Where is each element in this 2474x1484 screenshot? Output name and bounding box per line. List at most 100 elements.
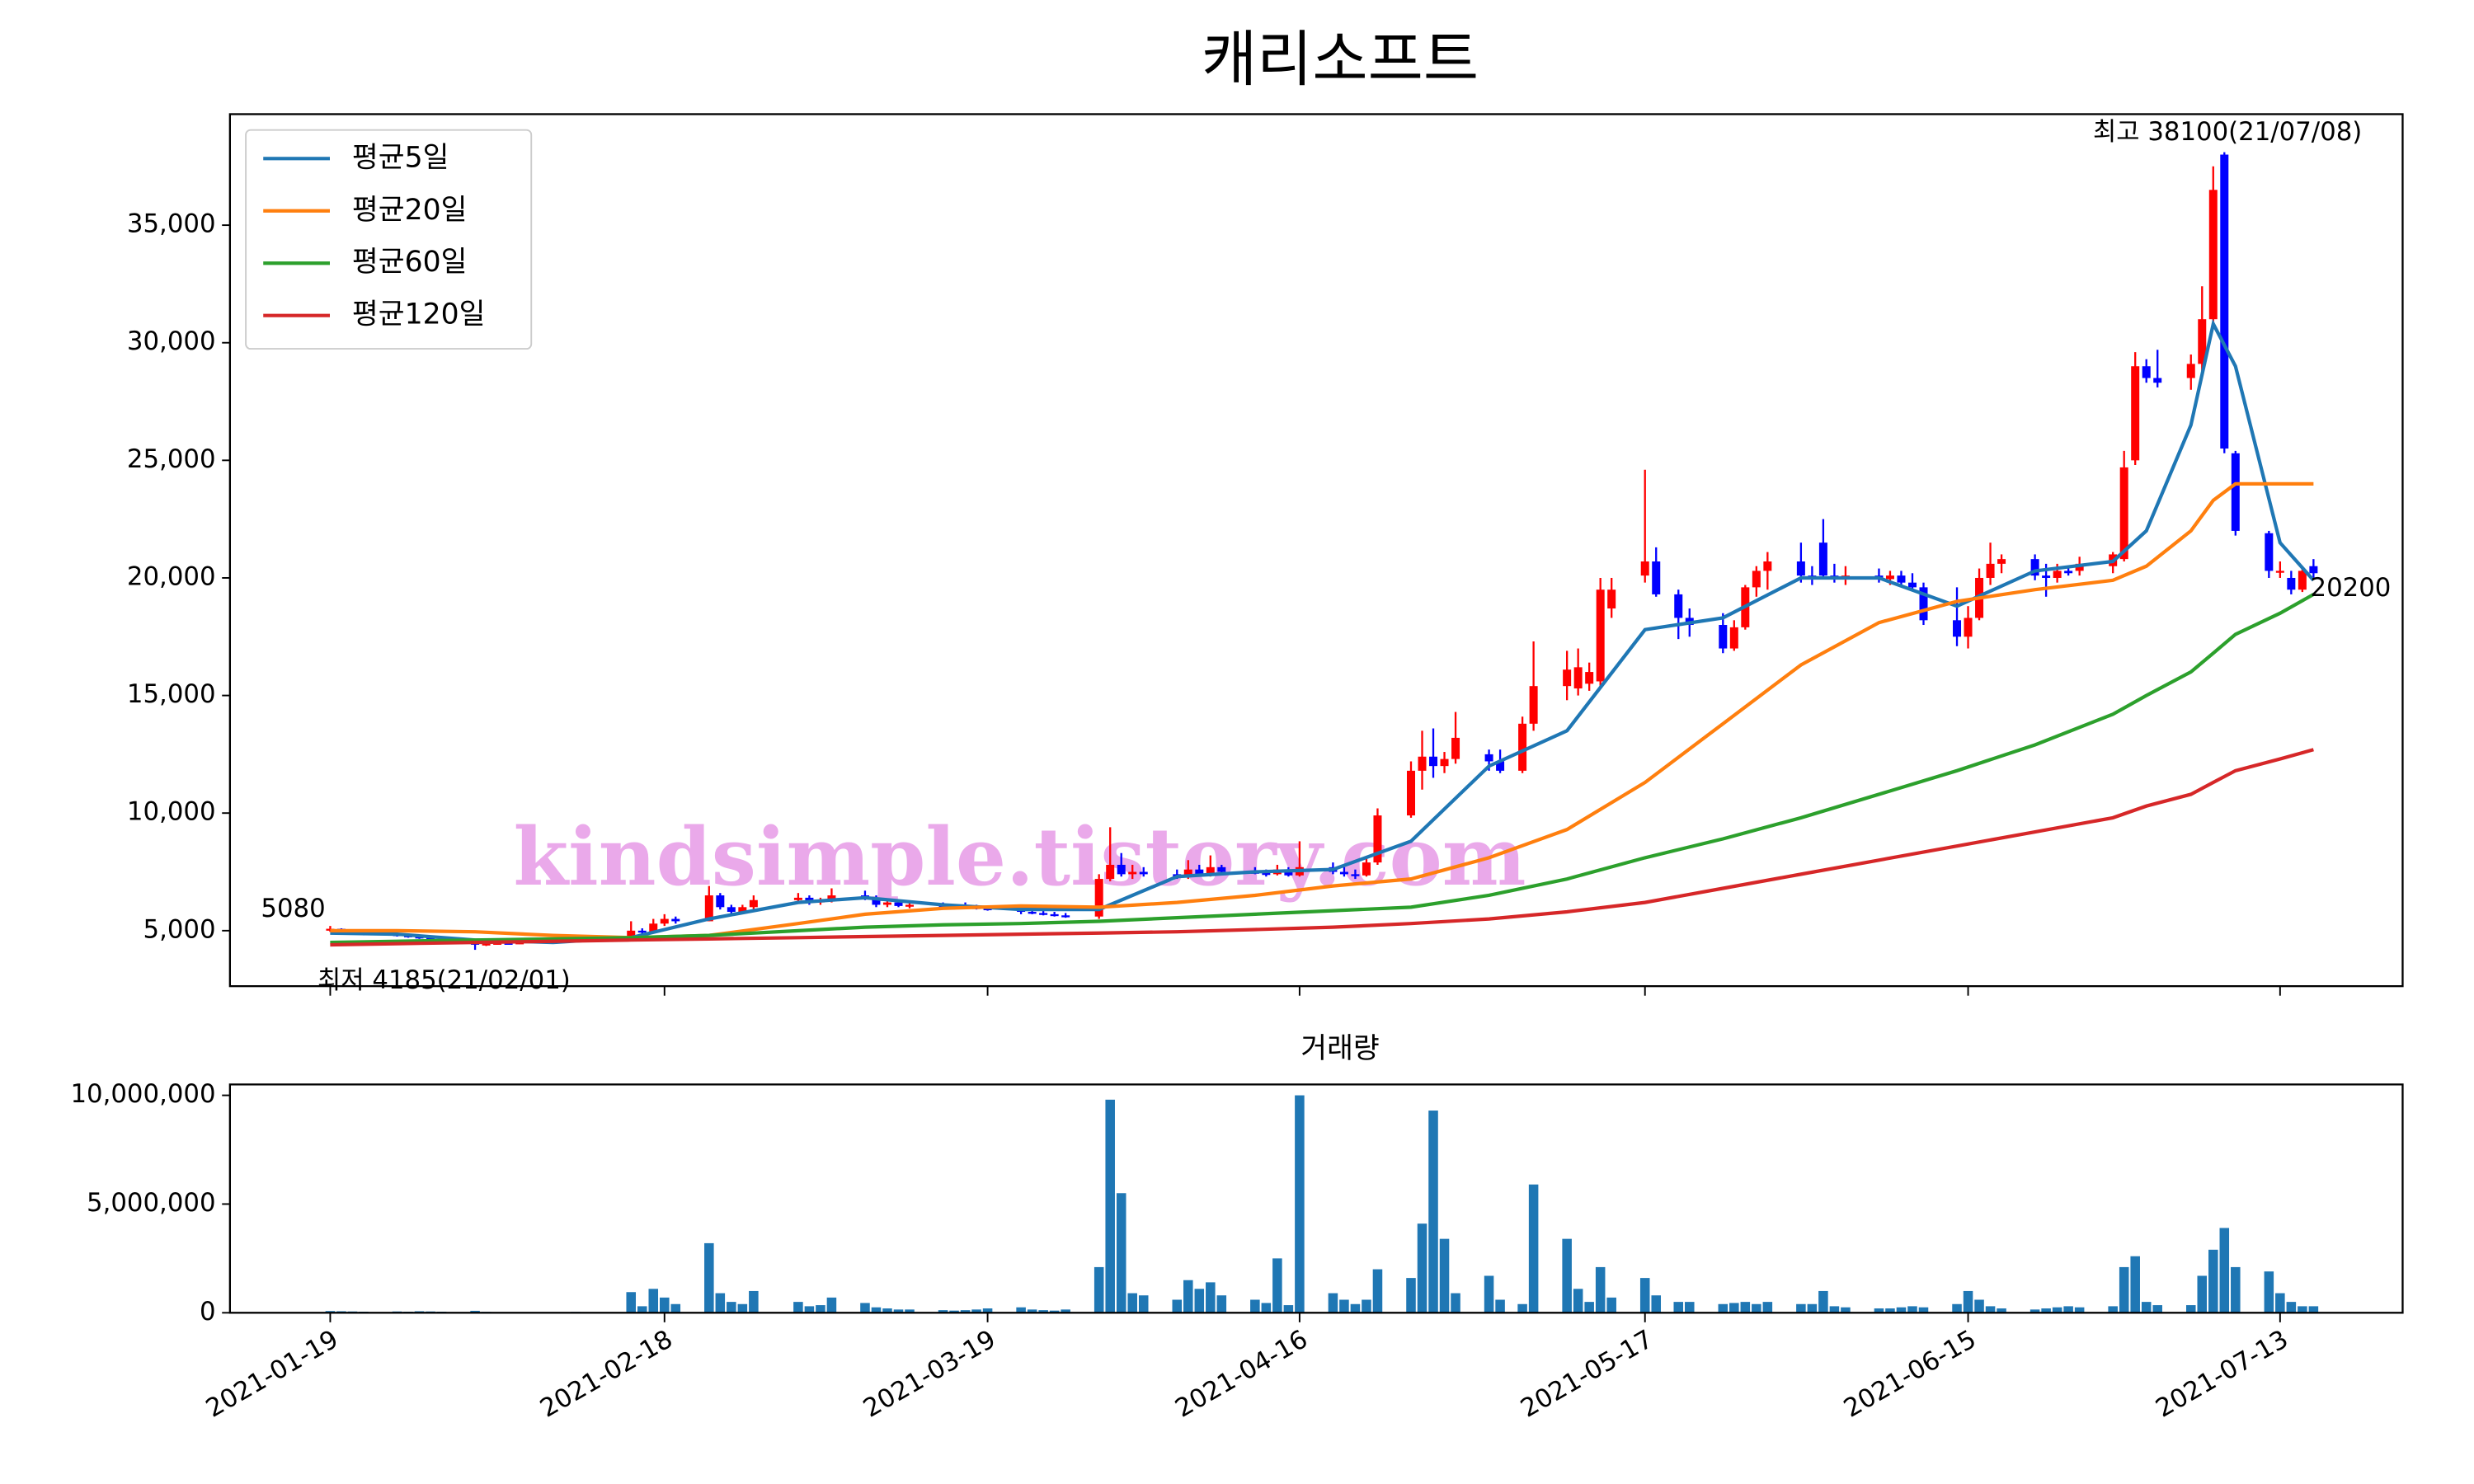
volume-bar xyxy=(1896,1307,1907,1313)
volume-bar xyxy=(1985,1306,1996,1313)
volume-bar xyxy=(2108,1306,2118,1313)
candle-body xyxy=(1339,871,1348,875)
candle-body xyxy=(2053,571,2062,578)
candle-body xyxy=(2142,366,2151,378)
volume-bar xyxy=(1829,1306,1840,1313)
volume-bar xyxy=(2298,1306,2307,1313)
candle-body xyxy=(2131,366,2140,461)
volume-bar xyxy=(1283,1305,1294,1313)
volume-bar xyxy=(804,1306,815,1313)
candle-body xyxy=(426,937,435,941)
candle-body xyxy=(1440,758,1449,767)
volume-bar xyxy=(1094,1266,1104,1313)
candle-body xyxy=(482,943,491,946)
candle-body xyxy=(1094,879,1103,917)
candle-body xyxy=(1262,872,1271,876)
volume-bar xyxy=(1562,1238,1572,1313)
candle-body xyxy=(493,942,502,945)
volume-bar xyxy=(949,1310,959,1313)
candle-body xyxy=(1607,589,1616,609)
candle-body xyxy=(2030,559,2039,576)
volume-bar xyxy=(1016,1307,1026,1313)
volume-bar xyxy=(1918,1307,1929,1313)
volume-bar xyxy=(1250,1299,1260,1313)
candle-body xyxy=(1729,627,1738,649)
candle-body xyxy=(749,899,758,908)
volume-bar xyxy=(1874,1308,1884,1313)
volume-bar xyxy=(1183,1280,1193,1313)
volume-bar xyxy=(1907,1306,1917,1313)
volume-bar xyxy=(1339,1299,1349,1313)
candle-body xyxy=(649,923,658,932)
candle-body xyxy=(1596,589,1605,682)
volume-bar xyxy=(1417,1223,1427,1313)
legend-label: 평균120일 xyxy=(352,298,486,331)
ma-line xyxy=(330,318,2315,945)
candle-body xyxy=(1796,561,1805,576)
volume-bar xyxy=(1595,1266,1606,1313)
candle-body xyxy=(2042,575,2051,578)
volume-bar xyxy=(670,1303,681,1313)
candle-body xyxy=(637,930,647,933)
candle-body xyxy=(2265,533,2274,571)
volume-bar xyxy=(1295,1095,1305,1313)
candle-body xyxy=(671,918,680,922)
volume-bar xyxy=(793,1302,803,1313)
volume-bar xyxy=(960,1310,971,1313)
candle-body xyxy=(2153,378,2162,383)
candle-body xyxy=(627,930,636,939)
volume-bar xyxy=(826,1297,837,1313)
candle-body xyxy=(905,904,915,907)
volume-bar xyxy=(1673,1302,1684,1313)
candle-body xyxy=(1953,620,1962,637)
candle-body xyxy=(983,908,992,911)
volume-bar xyxy=(1194,1289,1205,1313)
volume-bar xyxy=(2130,1256,2140,1313)
volume-bar xyxy=(1818,1290,1828,1313)
end-label: 20200 xyxy=(2311,573,2392,603)
ma-line xyxy=(330,593,2315,945)
volume-bar xyxy=(648,1289,659,1313)
candle-body xyxy=(1652,561,1661,594)
volume-bar xyxy=(1639,1278,1650,1313)
volume-bar xyxy=(1762,1302,1773,1313)
volume-bar xyxy=(2219,1228,2230,1313)
y-tick-label: 35,000 xyxy=(127,209,216,239)
candle-body xyxy=(1752,571,1761,588)
chart-title: 캐리소프트 xyxy=(1202,25,1479,95)
volume-bar xyxy=(715,1293,726,1313)
volume-bar xyxy=(971,1309,981,1313)
candle-body xyxy=(1050,913,1059,917)
candle-body xyxy=(1373,815,1382,863)
volume-bar xyxy=(1684,1302,1695,1313)
candle-body xyxy=(793,897,802,900)
candle-body xyxy=(872,897,881,905)
volume-bar xyxy=(1127,1293,1137,1313)
volume-bar xyxy=(637,1306,647,1313)
candle-body xyxy=(1897,575,1906,583)
volume-bar xyxy=(1049,1310,1060,1313)
volume-bar xyxy=(982,1308,993,1313)
candle-body xyxy=(2231,453,2240,531)
volume-bar xyxy=(1216,1295,1227,1313)
volume-bar xyxy=(1997,1308,2006,1313)
volume-bar xyxy=(470,1310,480,1313)
volume-bar xyxy=(1729,1303,1739,1313)
start-label: 5080 xyxy=(261,894,325,923)
candle-body xyxy=(1997,559,2006,564)
ma-line xyxy=(330,748,2314,947)
volume-bar xyxy=(2063,1306,2073,1313)
volume-bar xyxy=(1752,1303,1761,1313)
volume-y-tick-label: 10,000,000 xyxy=(70,1079,215,1109)
legend-box xyxy=(245,129,533,350)
candle-body xyxy=(1429,756,1438,767)
candle-body xyxy=(1418,756,1427,771)
candle-body xyxy=(2275,571,2284,573)
volume-bar xyxy=(2231,1266,2241,1313)
volume-y-tick-label: 5,000,000 xyxy=(87,1188,216,1218)
candle-body xyxy=(894,902,903,906)
plot-layer: 5,000 10,000 15,000 20,000 25,000 30,000 35,00… xyxy=(70,113,2404,1424)
candle-body xyxy=(1406,770,1415,816)
